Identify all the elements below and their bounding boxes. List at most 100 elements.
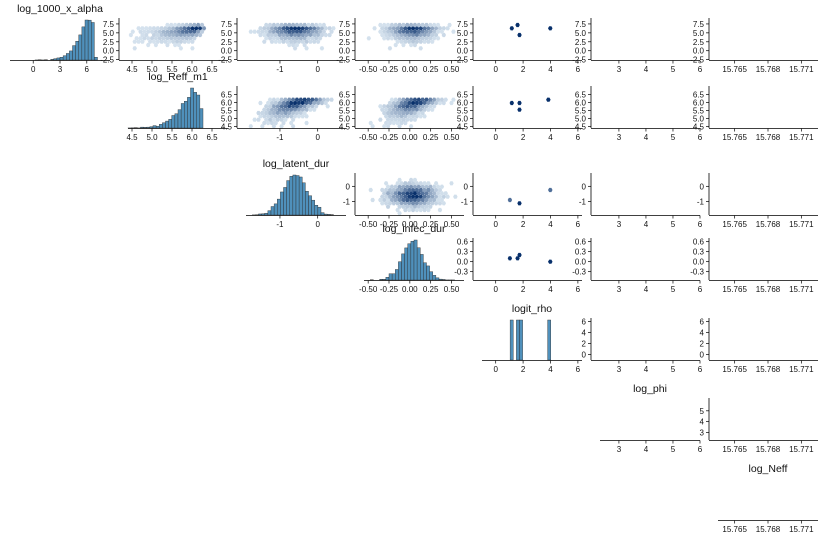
hexbin-cell — [395, 39, 400, 44]
hexbin-cell — [294, 29, 300, 34]
hexbin-cell — [157, 29, 162, 34]
hexbin-cell — [416, 104, 421, 109]
hexbin-cell — [265, 114, 271, 119]
hexbin-cell — [426, 181, 431, 186]
hexbin-cell — [312, 100, 317, 106]
hexbin-cell — [144, 32, 149, 38]
hexbin-cell — [256, 117, 261, 122]
x-tick-label: 0.00 — [402, 220, 418, 229]
hexbin-cell — [290, 104, 296, 109]
hexbin-cell — [174, 32, 180, 38]
hexbin-cell — [403, 207, 408, 213]
y-tick-label: 5.0 — [221, 114, 233, 123]
hexbin-cell — [378, 29, 383, 34]
hexbin-cell — [302, 29, 307, 34]
hexbin-cell — [273, 107, 278, 112]
x-tick-label: 0 — [493, 285, 498, 294]
hexbin-cell — [441, 26, 446, 31]
hexbin-cell — [370, 197, 375, 203]
hexbin-cell — [281, 26, 286, 31]
x-tick-label: 6.5 — [206, 133, 218, 142]
x-tick-label: 2 — [521, 365, 526, 374]
hist-bar — [75, 40, 79, 61]
hexbin-cell — [294, 104, 300, 109]
hist-panel-logit_rho: logit_rho 0 2 4 6 — [482, 303, 582, 374]
hexbin-cell — [380, 201, 385, 206]
hexbin-cell — [248, 124, 253, 129]
hexbin-cell — [412, 110, 418, 116]
hexbin-cell — [269, 39, 275, 44]
hexbin-cell — [180, 36, 185, 41]
x-tick-label: 15.768 — [756, 133, 781, 142]
hist-bar — [320, 212, 325, 216]
hexbin-cell — [380, 107, 385, 112]
hexbin-cell — [264, 22, 269, 28]
hexbin-cell — [294, 110, 300, 116]
hexbin-cell — [416, 97, 421, 102]
x-tick-label: 5.0 — [146, 133, 158, 142]
hexbin-cell — [312, 32, 317, 38]
hexbin-cell — [385, 110, 391, 116]
hexbin-cell — [165, 42, 170, 48]
y-tick-label: 3 — [700, 428, 705, 437]
hexbin-cell — [298, 29, 303, 34]
hexbin-cell — [405, 110, 410, 116]
hexbin-cell — [277, 26, 282, 31]
y-tick-label: 0.0 — [575, 47, 587, 56]
hexbin-cell — [171, 32, 176, 38]
hexbin-cell — [403, 114, 408, 119]
hexbin-cell — [397, 204, 402, 209]
hexbin-cell — [267, 117, 273, 122]
hexbin-cell — [331, 26, 336, 31]
hexbin-cell — [393, 29, 398, 34]
hexbin-cell — [319, 32, 325, 38]
y-tick-label: -2.5 — [454, 56, 468, 65]
y-tick-label: 4.5 — [457, 122, 469, 131]
hexbin-cell — [385, 197, 391, 203]
hexbin-cell — [194, 26, 199, 31]
hist-bar — [87, 19, 92, 61]
hexbin-cell — [310, 22, 315, 28]
hexbin-cell — [426, 107, 431, 112]
hexbin-cell — [298, 97, 303, 102]
x-tick-label: 5 — [671, 65, 676, 74]
hexbin-cell — [433, 32, 439, 38]
hexbin-cell — [432, 191, 437, 196]
hexbin-cell — [186, 39, 191, 44]
hexbin-cell — [393, 104, 398, 109]
x-tick-label: 0.25 — [423, 285, 439, 294]
hexbin-cell — [517, 100, 522, 106]
hexbin-cell — [285, 39, 290, 44]
x-tick-label: 4 — [644, 65, 649, 74]
hexbin-cell — [401, 184, 406, 189]
hexbin-cell — [161, 29, 166, 34]
hexbin-cell — [432, 22, 437, 28]
hexbin-cell — [426, 32, 431, 38]
hexbin-cell — [279, 22, 284, 28]
hexbin-cell — [412, 204, 418, 209]
hexbin-cell — [424, 197, 429, 203]
hexbin-cell — [403, 107, 408, 112]
hexbin-cell — [389, 36, 395, 41]
y-tick-label: 5.5 — [457, 106, 469, 115]
hexbin-cell — [167, 26, 172, 31]
hexbin-cell — [407, 32, 412, 38]
hexbin-cell — [130, 29, 135, 34]
y-tick-label: -0.3 — [454, 268, 468, 277]
hexbin-cell — [403, 26, 408, 31]
y-tick-label: 6 — [582, 318, 587, 327]
hexbin-cell — [138, 29, 143, 34]
y-tick-label: 0 — [346, 182, 351, 191]
hexbin-cell — [509, 100, 514, 106]
hist-bar — [311, 199, 315, 216]
hist-bar — [261, 213, 265, 216]
hexbin-cell — [414, 207, 420, 213]
hexbin-cell — [165, 36, 170, 41]
hexbin-cell — [399, 201, 404, 206]
hexbin-cell — [399, 107, 404, 112]
hexbin-cell — [294, 22, 300, 28]
hexbin-cell — [393, 36, 398, 41]
x-tick-label: 15.768 — [756, 365, 781, 374]
hexbin-cell — [432, 197, 437, 203]
hexbin-cell — [368, 187, 373, 193]
